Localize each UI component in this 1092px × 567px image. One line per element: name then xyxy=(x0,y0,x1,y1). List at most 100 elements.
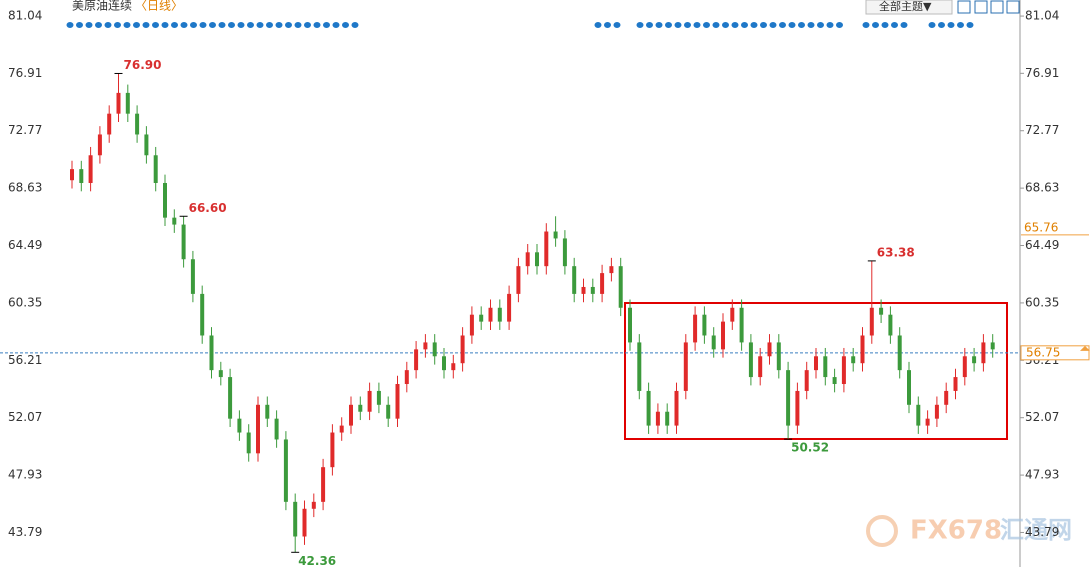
y-tick-label: 81.04 xyxy=(1025,9,1059,23)
candle-body xyxy=(600,273,605,294)
candle-body xyxy=(218,370,223,378)
candle-body xyxy=(525,252,530,267)
event-dot xyxy=(817,22,824,28)
y-tick-label: 72.77 xyxy=(1025,123,1059,137)
candle-body xyxy=(730,307,735,322)
candle-body xyxy=(888,314,893,336)
event-dot xyxy=(594,22,602,28)
last-price-arrow xyxy=(1080,345,1090,351)
y-tick-label: 43.79 xyxy=(1025,525,1059,539)
candle-body xyxy=(367,390,372,412)
high-label: 66.60 xyxy=(189,201,227,215)
event-dot xyxy=(209,22,216,28)
candle-body xyxy=(693,314,698,343)
theme-button-label[interactable]: 全部主题▼ xyxy=(879,0,932,13)
candle-body xyxy=(190,259,195,294)
candle-body xyxy=(934,404,939,419)
candle-body xyxy=(107,113,112,135)
candle-body xyxy=(423,342,428,350)
y-tick-label: 52.07 xyxy=(1025,410,1059,424)
high-label: 76.90 xyxy=(124,58,162,72)
event-dot xyxy=(891,22,898,28)
candle-body xyxy=(265,404,270,419)
candle-body xyxy=(311,501,316,509)
candle-body xyxy=(767,342,772,357)
tool-icon[interactable] xyxy=(1006,0,1020,14)
candle-body xyxy=(739,307,744,343)
candle-body xyxy=(293,501,298,537)
y-tick-label: 60.35 xyxy=(8,295,42,309)
candle-body xyxy=(414,349,419,371)
event-dot xyxy=(655,22,663,28)
event-dot xyxy=(731,22,739,28)
y-tick-label: 72.77 xyxy=(8,123,42,137)
y-tick-label: 43.79 xyxy=(8,525,42,539)
candle-body xyxy=(246,432,251,454)
y-tick-label: 76.91 xyxy=(1025,66,1059,80)
candle-body xyxy=(618,266,623,308)
event-dot xyxy=(142,22,150,28)
candle-body xyxy=(116,92,121,114)
event-dot xyxy=(966,22,974,28)
event-dot xyxy=(180,22,188,28)
candle-body xyxy=(721,321,725,350)
event-dot xyxy=(95,22,102,28)
watermark: FX678 xyxy=(910,516,1002,546)
candle-body xyxy=(776,342,781,371)
candle-body xyxy=(795,390,800,426)
candle-body xyxy=(97,134,102,156)
event-dot xyxy=(788,22,796,28)
event-dot xyxy=(275,22,283,28)
candle-body xyxy=(302,508,307,537)
event-dot xyxy=(171,22,178,28)
candle-body xyxy=(897,335,902,371)
watermark-logo xyxy=(866,515,898,547)
event-dot xyxy=(247,22,254,28)
candle-body xyxy=(172,217,177,225)
event-dot xyxy=(750,22,758,28)
candle-body xyxy=(144,134,149,156)
event-dot xyxy=(947,22,955,28)
candle-body xyxy=(981,342,986,364)
event-dot xyxy=(798,22,805,28)
candle-body xyxy=(209,335,214,371)
theme-button[interactable] xyxy=(865,0,953,15)
event-dot xyxy=(256,22,264,28)
last-price-box xyxy=(1020,345,1090,361)
tool-icon[interactable] xyxy=(974,0,988,14)
candle-body xyxy=(944,390,949,405)
event-dot xyxy=(218,22,226,28)
event-dot xyxy=(237,22,245,28)
event-dot xyxy=(928,22,936,28)
event-dot xyxy=(881,22,889,28)
event-dot xyxy=(342,22,349,28)
candle-body xyxy=(339,425,344,433)
tool-icon[interactable] xyxy=(957,0,971,14)
tool-icon[interactable] xyxy=(990,0,1004,14)
event-dot xyxy=(665,22,672,28)
candle-body xyxy=(990,342,995,350)
candle-body xyxy=(79,169,84,183)
event-dot xyxy=(938,22,945,28)
chart-subtitle: 〈日线〉 xyxy=(135,0,183,13)
y-tick-label: 68.63 xyxy=(8,181,42,195)
candle-body xyxy=(507,293,512,322)
candle-body xyxy=(711,335,716,350)
event-dot xyxy=(722,22,729,28)
candle-body xyxy=(702,314,707,336)
y-tick-label: 52.07 xyxy=(8,410,42,424)
candle-body xyxy=(665,411,670,426)
candle-body xyxy=(758,356,763,378)
candle-body xyxy=(237,418,242,433)
candle-body xyxy=(256,404,260,454)
candle-body xyxy=(953,377,958,391)
candle-body xyxy=(879,307,884,315)
event-dot xyxy=(900,22,908,28)
event-dot xyxy=(872,22,879,28)
candle-body xyxy=(655,411,660,426)
event-dot xyxy=(693,22,701,28)
candle-body xyxy=(469,314,474,336)
candle-body xyxy=(376,390,381,405)
